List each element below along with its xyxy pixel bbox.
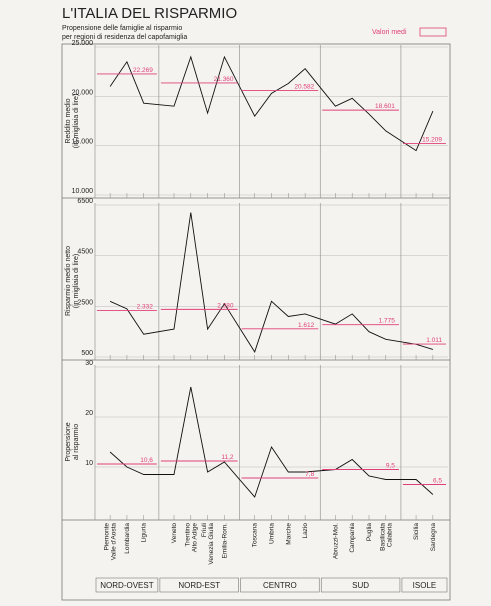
mean-label: 11,2 bbox=[221, 454, 234, 461]
y-tick-label: 500 bbox=[81, 350, 93, 357]
x-tick-label: Marche bbox=[285, 523, 292, 545]
y-tick-label: 10.000 bbox=[72, 188, 94, 195]
x-tick-label: Campania bbox=[349, 523, 356, 553]
group-box bbox=[95, 577, 159, 593]
y-axis-label: Risparmio medio netto bbox=[65, 246, 72, 316]
y-tick-label: 10 bbox=[85, 460, 93, 467]
group-box bbox=[159, 577, 239, 593]
group-box bbox=[320, 577, 401, 593]
x-tick-label: Liguria bbox=[141, 523, 148, 543]
mean-label: 1.011 bbox=[426, 337, 442, 344]
y-tick-label: 20 bbox=[85, 410, 93, 417]
chart-title: L'ITALIA DEL RISPARMIO bbox=[62, 5, 237, 22]
x-tick-label: Abruzzi-Mol. bbox=[332, 523, 339, 559]
subtitle: per regioni di residenza del capofamigli… bbox=[62, 34, 187, 41]
mean-label: 2.380 bbox=[217, 302, 234, 309]
mean-label: 1.775 bbox=[379, 318, 396, 325]
mean-label: 9,5 bbox=[386, 463, 395, 470]
x-tick-label: Lombardia bbox=[124, 523, 131, 554]
x-tick-label: Sicilia bbox=[413, 523, 420, 540]
group-label: SUD bbox=[352, 581, 369, 590]
data-line bbox=[109, 55, 434, 152]
x-tick-label: Basilicata bbox=[379, 523, 386, 551]
y-tick-label: 15.000 bbox=[72, 139, 94, 146]
y-axis-label: al risparmio bbox=[73, 424, 80, 460]
mean-label: 21.360 bbox=[214, 76, 234, 83]
x-tick-label: Venezia Giulia bbox=[208, 523, 215, 565]
x-tick-label: Umbria bbox=[269, 523, 276, 544]
y-tick-label: 30 bbox=[85, 360, 93, 367]
mean-label: 2.332 bbox=[137, 304, 154, 311]
subtitle: Propensione delle famiglie al risparmio bbox=[62, 25, 182, 32]
y-axis-label: Reddito medio bbox=[65, 98, 72, 143]
mean-label: 15.209 bbox=[422, 137, 442, 144]
x-tick-label: Alto Adige bbox=[191, 523, 198, 553]
mean-label: 1.612 bbox=[298, 322, 315, 329]
mean-label: 10,6 bbox=[140, 457, 153, 464]
legend-label: Valori medi bbox=[372, 29, 407, 36]
y-tick-label: 6500 bbox=[77, 198, 93, 205]
data-line bbox=[109, 386, 434, 498]
mean-label: 6,5 bbox=[433, 478, 442, 485]
y-tick-label: 20.000 bbox=[72, 89, 94, 96]
x-tick-label: Lazio bbox=[302, 523, 309, 539]
mean-label: 7,8 bbox=[305, 471, 314, 478]
y-tick-label: 2500 bbox=[77, 299, 93, 306]
x-tick-label: Calabria bbox=[386, 523, 393, 548]
mean-label: 20.582 bbox=[294, 84, 314, 91]
x-tick-label: Sardegna bbox=[430, 523, 437, 552]
x-tick-label: Emilia-Rom. bbox=[221, 523, 228, 559]
y-axis-label: Propensione bbox=[65, 422, 72, 461]
y-tick-label: 25.000 bbox=[72, 40, 94, 47]
x-tick-label: Trentino bbox=[184, 523, 191, 547]
data-line bbox=[109, 212, 434, 353]
x-tick-label: Puglia bbox=[366, 523, 373, 541]
frame bbox=[61, 43, 451, 601]
x-tick-label: Friuli bbox=[201, 523, 208, 537]
x-tick-label: Valle d'Aosta bbox=[111, 523, 118, 561]
y-axis-label: (in migliaia di lire) bbox=[73, 254, 80, 308]
group-label: ISOLE bbox=[413, 581, 437, 590]
group-box bbox=[401, 577, 448, 593]
x-tick-label: Piemonte bbox=[104, 523, 111, 551]
group-label: NORD-EST bbox=[178, 581, 220, 590]
group-box bbox=[240, 577, 320, 593]
mean-label: 22.269 bbox=[133, 67, 153, 74]
x-tick-label: Veneto bbox=[171, 523, 178, 544]
y-axis-label: (in migliaia di lire) bbox=[73, 94, 80, 148]
group-label: NORD-OVEST bbox=[100, 581, 153, 590]
x-tick-label: Toscana bbox=[252, 523, 259, 548]
mean-label: 18.601 bbox=[375, 103, 395, 110]
group-label: CENTRO bbox=[263, 581, 297, 590]
y-tick-label: 4500 bbox=[77, 249, 93, 256]
legend-swatch bbox=[419, 27, 447, 37]
